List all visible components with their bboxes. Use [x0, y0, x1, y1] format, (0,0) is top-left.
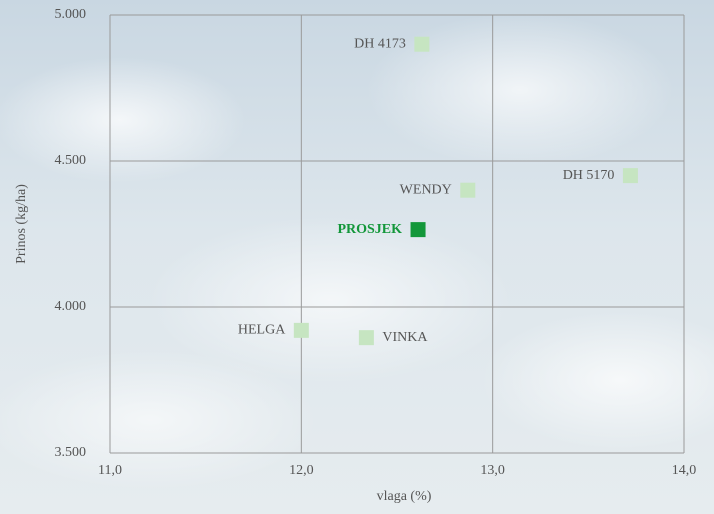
point-label: PROSJEK: [337, 222, 402, 237]
point-label: DH 4173: [354, 36, 406, 51]
data-point: [623, 168, 638, 183]
x-tick-label: 12,0: [289, 463, 314, 478]
point-label: HELGA: [238, 323, 286, 338]
page: {"chart_data": { "type": "scatter", "x_l…: [0, 0, 714, 514]
data-point: [411, 222, 426, 237]
chart: vlaga (%) Prinos (kg/ha) 3.500 4.000 4.500…: [0, 0, 714, 514]
data-point: [460, 183, 475, 198]
data-point: [294, 323, 309, 338]
y-tick-label: 5.000: [55, 7, 87, 22]
x-tick-label: 13,0: [480, 463, 505, 478]
data-point: [414, 37, 429, 52]
y-tick-label: 3.500: [55, 445, 87, 460]
data-point: [359, 330, 374, 345]
point-label: WENDY: [400, 182, 452, 197]
y-tick-label: 4.000: [55, 299, 87, 314]
x-tick-label: 11,0: [98, 463, 122, 478]
point-label: VINKA: [382, 330, 428, 345]
point-label: DH 5170: [563, 168, 615, 183]
y-tick-label: 4.500: [55, 153, 87, 168]
x-tick-label: 14,0: [672, 463, 697, 478]
y-axis-title: Prinos (kg/ha): [14, 184, 29, 264]
x-axis-title: vlaga (%): [377, 489, 432, 504]
